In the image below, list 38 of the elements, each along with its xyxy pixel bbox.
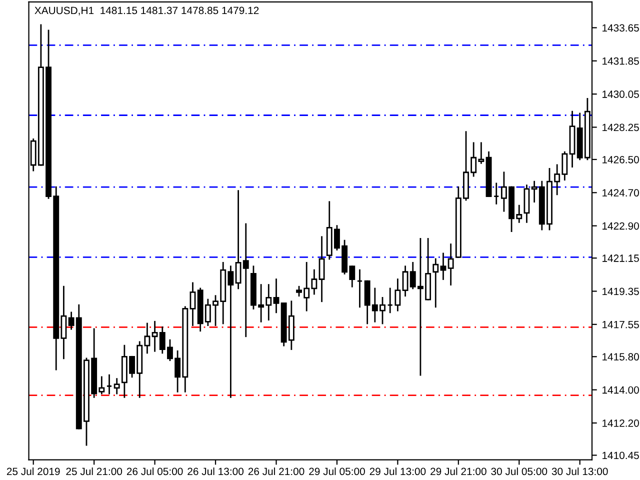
x-tick-label: 30 Jul 05:00 (491, 467, 548, 476)
y-tick-label: 1431.85 (602, 57, 639, 65)
y-tick-label: 1433.65 (602, 24, 639, 32)
candlestick (114, 378, 120, 394)
x-tick-label: 29 Jul 21:00 (430, 467, 486, 476)
y-tick-label: 1430.05 (602, 90, 639, 98)
chart-title: XAUUSD,H1 1481.15 1481.37 1478.85 1479.12 (34, 6, 259, 16)
y-tick-label: 1426.50 (602, 156, 639, 164)
x-tick-label: 25 Jul 2019 (6, 467, 60, 476)
x-tick-label: 29 Jul 13:00 (370, 467, 426, 476)
x-tick-label: 29 Jul 05:00 (309, 467, 365, 476)
candlestick (394, 278, 401, 312)
y-tick-label: 1415.80 (602, 353, 639, 361)
x-tick-label: 30 Jul 13:00 (552, 467, 608, 476)
x-tick-label: 26 Jul 21:00 (248, 467, 304, 476)
candlestick (273, 278, 280, 314)
y-tick-label: 1410.45 (602, 452, 639, 460)
candlestick (440, 252, 446, 280)
y-tick-label: 1424.70 (602, 189, 639, 197)
x-tick-label: 26 Jul 13:00 (188, 467, 244, 476)
y-tick-label: 1428.25 (602, 124, 639, 132)
y-tick-label: 1414.00 (602, 386, 639, 394)
y-tick-label: 1412.20 (602, 419, 639, 427)
y-tick-label: 1419.35 (602, 288, 639, 296)
candlestick (432, 258, 439, 308)
candlestick (387, 288, 394, 314)
candlestick (318, 236, 325, 302)
candlestick (190, 282, 196, 326)
x-tick-label: 25 Jul 21:00 (66, 467, 122, 476)
candlestick (448, 244, 454, 286)
y-tick-label: 1422.90 (602, 222, 639, 230)
candlestick (524, 184, 530, 223)
y-tick-label: 1417.55 (602, 321, 639, 328)
x-tick-label: 26 Jul 05:00 (126, 467, 183, 476)
candlestick (356, 269, 363, 308)
y-tick-label: 1421.15 (602, 254, 639, 262)
candlestick (106, 374, 112, 394)
candlestick (493, 182, 500, 204)
